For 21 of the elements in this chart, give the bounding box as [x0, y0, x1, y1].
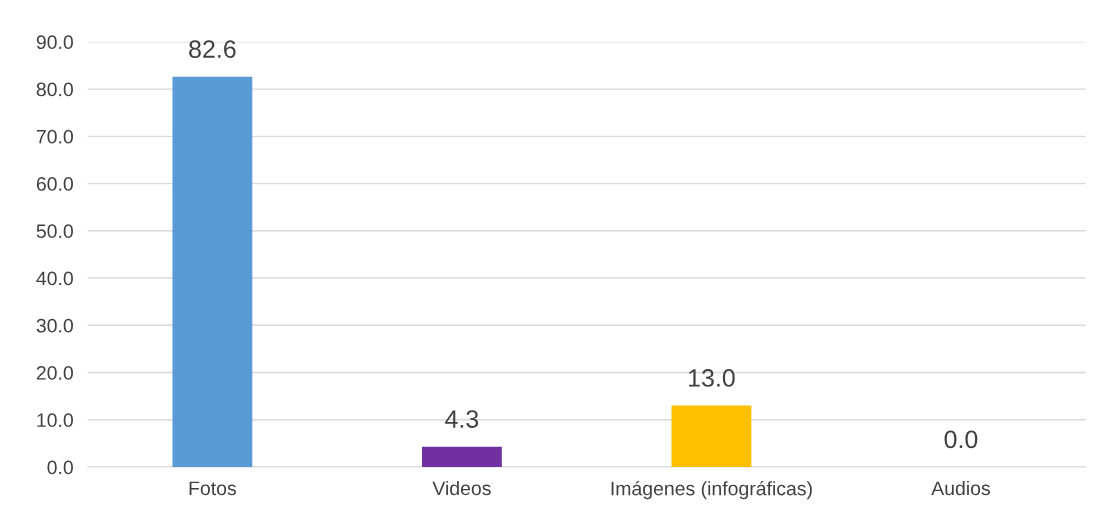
- y-tick-label: 50.0: [36, 224, 73, 239]
- y-tick-label: 70.0: [36, 129, 73, 144]
- y-tick-label: 30.0: [36, 318, 73, 333]
- y-tick-label: 20.0: [36, 366, 73, 380]
- y-tick-label: 80.0: [36, 82, 73, 97]
- x-tick-label: Imágenes (infográficas): [611, 480, 812, 500]
- bar: [671, 405, 752, 468]
- data-label: 4.3: [445, 410, 479, 428]
- data-label: 13.0: [689, 369, 735, 387]
- y-tick-label: 10.0: [37, 413, 73, 428]
- x-tick-label: Fotos: [189, 481, 236, 496]
- x-tick-label: Videos: [432, 480, 491, 496]
- bar: [172, 76, 253, 468]
- y-tick-label: 60.0: [36, 177, 73, 191]
- bar: [421, 446, 502, 468]
- data-label: 0.0: [944, 430, 978, 449]
- data-label: 82.6: [189, 40, 236, 58]
- y-tick-label: 0.0: [47, 460, 73, 475]
- y-tick-label: 40.0: [36, 271, 73, 286]
- y-tick-label: 90.0: [36, 35, 73, 50]
- x-tick-label: Audios: [931, 480, 990, 496]
